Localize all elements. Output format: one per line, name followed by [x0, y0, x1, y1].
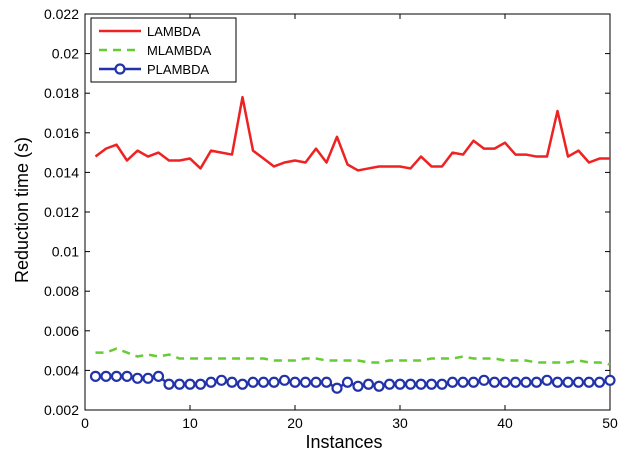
- data-point-plambda-1: [100, 370, 112, 382]
- data-point-plambda-21: [310, 376, 322, 388]
- data-point-plambda-24: [341, 376, 354, 388]
- data-point-plambda-28: [383, 378, 396, 390]
- y-tick-label-10: 0.022: [44, 6, 79, 22]
- data-point-plambda-27: [373, 380, 385, 392]
- data-point-plambda-22: [320, 376, 333, 388]
- y-tick-label-4: 0.01: [52, 244, 79, 260]
- data-point-plambda-10: [194, 378, 207, 390]
- data-point-plambda-43: [541, 374, 553, 386]
- data-point-plambda-14: [236, 378, 249, 390]
- data-point-plambda-47: [583, 376, 595, 388]
- legend-label-plambda: PLAMBDA: [147, 62, 209, 77]
- data-point-plambda-16: [257, 376, 270, 388]
- data-point-plambda-15: [247, 376, 259, 388]
- series-line-lambda: [94, 95, 610, 172]
- y-tick-label-3: 0.008: [44, 283, 79, 299]
- x-tick-label-5: 50: [602, 415, 618, 431]
- x-axis-label: Instances: [305, 432, 382, 452]
- data-point-plambda-12: [215, 374, 228, 386]
- data-point-plambda-36: [467, 376, 480, 388]
- data-point-plambda-41: [520, 376, 532, 388]
- y-tick-label-2: 0.006: [44, 323, 79, 339]
- data-point-plambda-29: [394, 378, 406, 390]
- data-point-plambda-18: [278, 374, 291, 386]
- data-point-plambda-33: [436, 378, 448, 390]
- data-point-plambda-17: [268, 376, 280, 388]
- data-point-plambda-45: [562, 376, 574, 388]
- data-point-plambda-44: [551, 376, 564, 388]
- data-point-plambda-35: [457, 376, 469, 388]
- data-point-plambda-0: [89, 370, 102, 382]
- data-point-plambda-7: [163, 378, 175, 390]
- x-tick-label-3: 30: [392, 415, 408, 431]
- y-tick-label-8: 0.018: [44, 85, 79, 101]
- data-point-plambda-13: [226, 376, 238, 388]
- y-tick-label-1: 0.004: [44, 362, 79, 378]
- x-tick-label-2: 20: [287, 415, 303, 431]
- data-point-plambda-39: [499, 376, 511, 388]
- data-point-plambda-25: [352, 380, 364, 392]
- y-tick-label-5: 0.012: [44, 204, 79, 220]
- data-point-plambda-46: [572, 376, 585, 388]
- data-point-plambda-20: [299, 376, 312, 388]
- data-point-plambda-37: [478, 374, 490, 386]
- data-point-plambda-23: [331, 382, 343, 394]
- y-tick-label-0: 0.002: [44, 402, 79, 418]
- y-axis-label: Reduction time (s): [12, 137, 32, 283]
- data-point-plambda-19: [289, 376, 301, 388]
- y-tick-label-6: 0.014: [44, 164, 79, 180]
- y-tick-label-7: 0.016: [44, 125, 79, 141]
- data-point-plambda-6: [152, 370, 165, 382]
- legend-label-mlambda: MLAMBDA: [147, 43, 212, 58]
- data-point-plambda-26: [362, 378, 375, 390]
- legend-label-lambda: LAMBDA: [147, 24, 201, 39]
- data-point-plambda-32: [425, 378, 438, 390]
- data-point-plambda-11: [205, 376, 217, 388]
- legend-marker-plambda: [114, 63, 126, 75]
- y-tick-label-9: 0.02: [52, 46, 79, 62]
- plot-area: 0.002 0.004 0.006 0.008 0.01 0.012 0.014 0.016 0…: [44, 6, 618, 431]
- data-point-plambda-34: [446, 376, 459, 388]
- data-point-plambda-4: [131, 372, 144, 384]
- data-point-plambda-42: [530, 376, 543, 388]
- series-line-mlambda: [95, 347, 611, 366]
- data-point-plambda-3: [121, 370, 133, 382]
- data-point-plambda-2: [110, 370, 123, 382]
- data-point-plambda-9: [184, 378, 196, 390]
- data-point-plambda-30: [404, 378, 417, 390]
- data-point-plambda-38: [488, 376, 501, 388]
- data-point-plambda-31: [415, 378, 427, 390]
- x-tick-label-4: 40: [497, 415, 513, 431]
- data-point-plambda-48: [593, 376, 606, 388]
- data-point-plambda-5: [142, 372, 154, 384]
- x-tick-label-0: 0: [81, 415, 89, 431]
- legend: LAMBDA MLAMBDA PLAMBDA: [90, 17, 237, 83]
- data-point-plambda-49: [604, 374, 616, 386]
- data-point-plambda-40: [509, 376, 522, 388]
- x-tick-label-1: 10: [182, 415, 198, 431]
- data-point-plambda-8: [173, 378, 186, 390]
